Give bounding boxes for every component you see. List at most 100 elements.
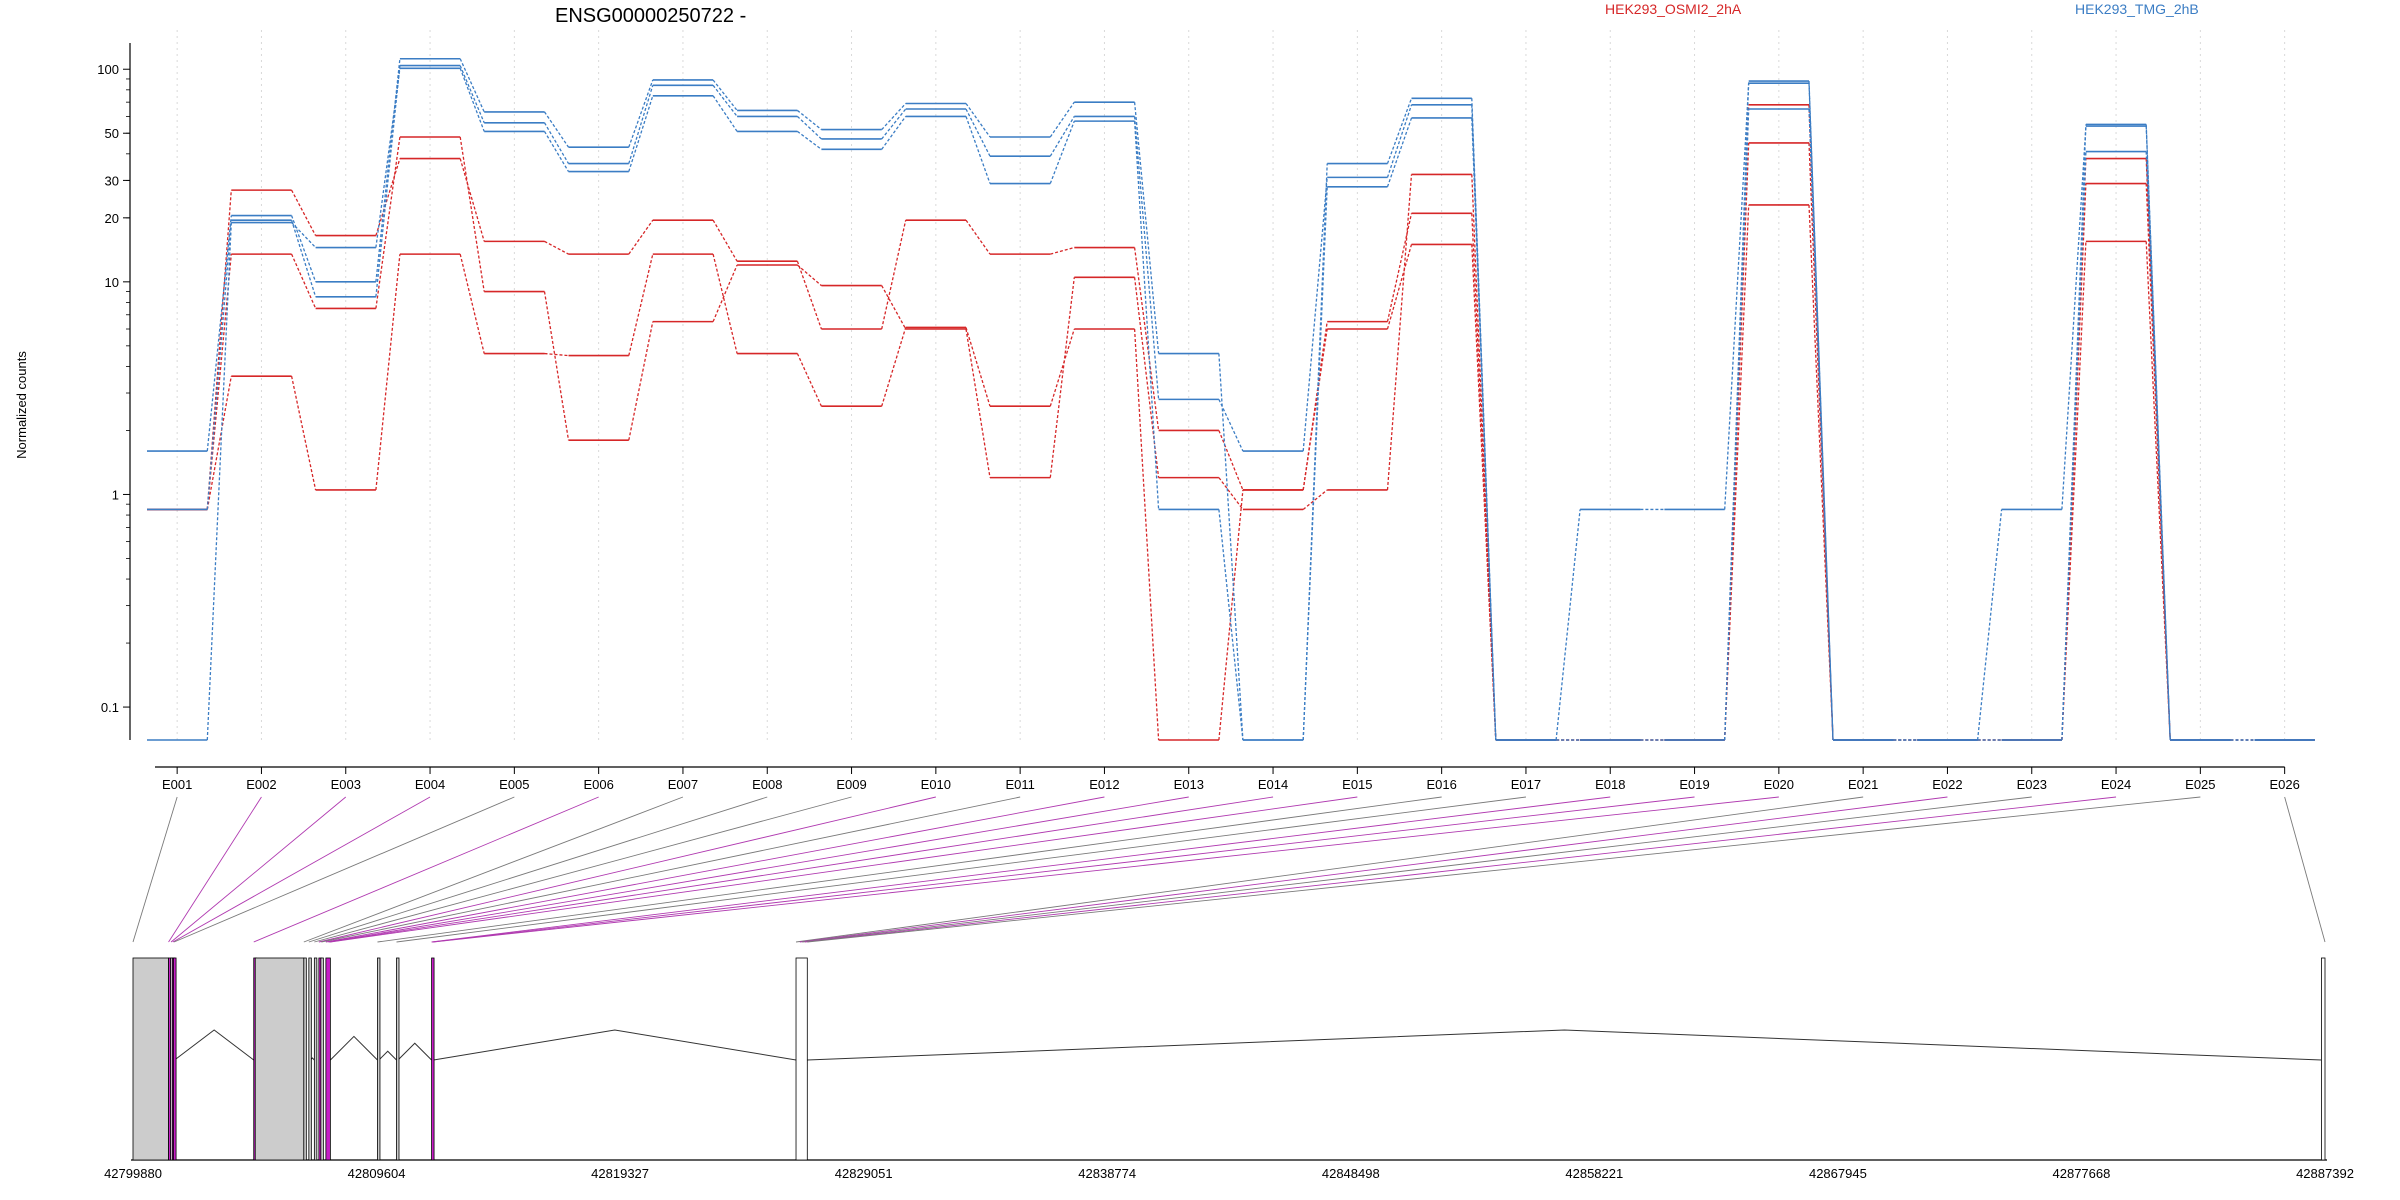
series-connector (965, 108, 991, 157)
series-connector (291, 253, 317, 309)
connector-line (432, 796, 1695, 943)
series-connector (1724, 108, 1750, 741)
series-connector (881, 220, 907, 330)
series-connector (1808, 108, 1834, 741)
series-connector (1218, 489, 1244, 741)
series-connector (1049, 116, 1075, 157)
series-connector (1386, 104, 1413, 178)
exon-box (303, 957, 307, 1161)
series-connector (1302, 489, 1328, 510)
series-connector (1050, 246, 1075, 255)
x-tick-label-e025: E025 (2185, 777, 2215, 792)
x-tick-label-e015: E015 (1342, 777, 1372, 792)
intron-line (397, 1042, 432, 1061)
series-connector (1724, 204, 1750, 741)
exon-box (320, 957, 324, 1161)
series-connector (375, 65, 401, 297)
exon-box (254, 957, 305, 1161)
series-connector (1133, 121, 1160, 510)
connector-line (173, 796, 515, 943)
series-connector (1302, 186, 1328, 741)
gene-model: 42799880 42809604 42819327 42829051 42838774… (104, 957, 2354, 1181)
connector-line (303, 796, 684, 943)
series-connector (206, 376, 232, 510)
x-tick-label-e009: E009 (836, 777, 866, 792)
series-connector (1471, 117, 1497, 741)
series-connector (712, 95, 738, 132)
series-connector (375, 68, 401, 248)
series-connector (628, 253, 654, 356)
series-6 (147, 67, 2315, 741)
x-tick-label-e016: E016 (1426, 777, 1456, 792)
intron-line (378, 1050, 397, 1061)
y-tick-label: 1 (112, 487, 119, 502)
grid-lines (176, 30, 2286, 740)
series-connector (1218, 399, 1244, 452)
y-tick-label: 10 (105, 275, 119, 290)
exon-box (795, 957, 808, 1161)
exon-box (313, 957, 318, 1161)
coordinate-label: 42819327 (591, 1166, 649, 1181)
exon-box (132, 957, 169, 1161)
coordinate-label: 42877668 (2053, 1166, 2111, 1181)
exon-box (2321, 957, 2326, 1161)
connector-line (168, 796, 262, 943)
series-connector (1218, 430, 1244, 491)
series-connector (1724, 81, 1750, 741)
connector-line (802, 796, 2032, 943)
series-connector (459, 58, 485, 113)
exon-connectors (132, 796, 2326, 943)
x-tick-label-e024: E024 (2101, 777, 2131, 792)
series-connector (1218, 353, 1244, 741)
series-connector (375, 158, 401, 236)
series-connector (881, 103, 907, 131)
series-connector (2145, 124, 2171, 741)
series-connector (2061, 126, 2087, 510)
x-tick-label-e021: E021 (1848, 777, 1878, 792)
axes: 0.1 1 10 20 30 50 100 E001 E002 E003 E004 E005 E006 E… (97, 43, 2300, 792)
series-3 (147, 204, 2315, 741)
intron-line (174, 1029, 255, 1061)
series-connector (206, 222, 232, 741)
series-connector (290, 219, 317, 298)
coordinate-label: 42838774 (1078, 1166, 1136, 1181)
series-connector (291, 222, 317, 248)
coordinate-label: 42799880 (104, 1166, 162, 1181)
series-connector (712, 219, 738, 262)
exon-box (377, 957, 381, 1161)
intron-line (807, 1029, 2322, 1061)
series-connector (881, 327, 907, 407)
series-connector (375, 254, 401, 491)
coordinate-label: 42829051 (835, 1166, 893, 1181)
series-connector (1724, 142, 1750, 741)
series-connector (2061, 151, 2087, 741)
series-connector (881, 116, 907, 150)
series-connector (1133, 328, 1160, 741)
x-tick-label-e013: E013 (1174, 777, 1204, 792)
series-connector (965, 327, 991, 407)
x-tick-label-e002: E002 (246, 777, 276, 792)
series-connector (1049, 328, 1075, 407)
series-connector (796, 109, 822, 131)
series-connector (1302, 177, 1328, 452)
series-connector (206, 215, 232, 452)
series-connector (2061, 241, 2087, 741)
series-connector (1386, 174, 1413, 490)
series-connector (1133, 247, 1160, 431)
series-connector (965, 103, 991, 138)
coordinate-label: 42887392 (2296, 1166, 2354, 1181)
series-connector (1386, 213, 1413, 322)
x-tick-label-e011: E011 (1005, 777, 1034, 792)
series-connector (1049, 101, 1075, 138)
connector-line (807, 796, 2201, 943)
connector-line (799, 796, 1948, 943)
series-connector (797, 130, 822, 150)
x-tick-label-e006: E006 (583, 777, 613, 792)
connector-line (328, 796, 1189, 943)
x-tick-label-e014: E014 (1258, 777, 1288, 792)
series-connector (712, 84, 738, 117)
series-connector (796, 115, 822, 140)
coordinate-label: 42848498 (1322, 1166, 1380, 1181)
x-tick-label-e001: E001 (162, 777, 192, 792)
coordinate-label: 42867945 (1809, 1166, 1867, 1181)
